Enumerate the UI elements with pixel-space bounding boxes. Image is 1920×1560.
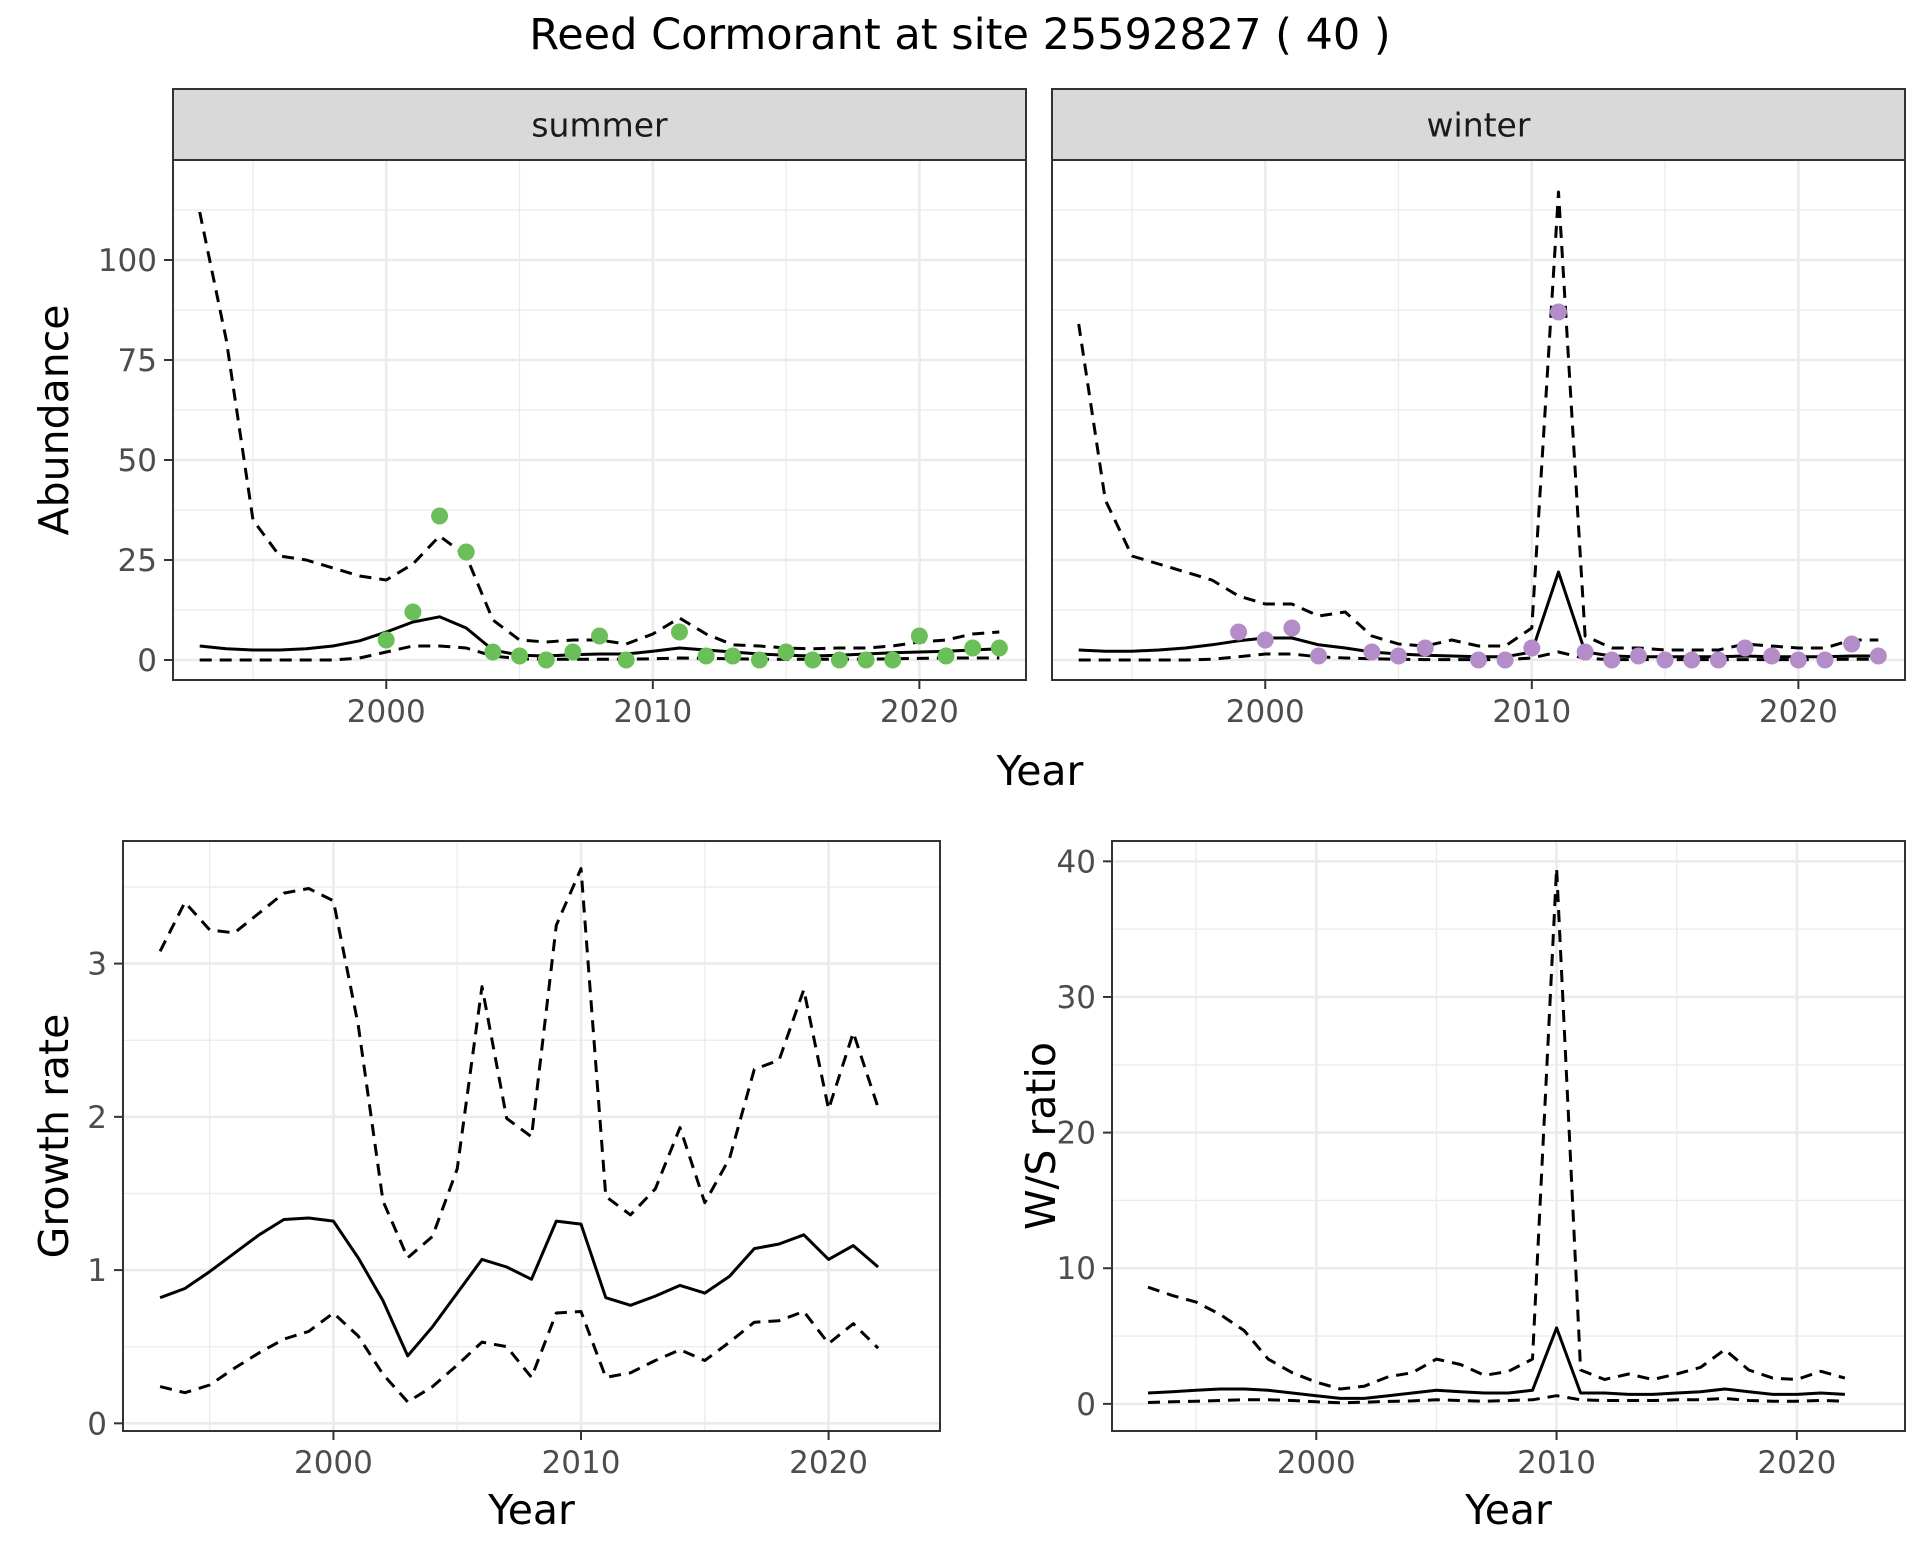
x-axis-title-ratio: Year [1464, 1486, 1552, 1534]
observed-point-summer [537, 651, 555, 669]
observed-point-summer [964, 639, 982, 657]
observed-point-winter [1709, 651, 1727, 669]
x-tick-label: 2010 [542, 1445, 621, 1481]
observed-point-summer [484, 643, 502, 661]
observed-point-summer [910, 627, 928, 645]
observed-point-summer [617, 651, 635, 669]
y-tick-label: 1 [87, 1253, 107, 1289]
observed-point-winter [1256, 631, 1274, 649]
observed-point-winter [1789, 651, 1807, 669]
observed-point-summer [830, 651, 848, 669]
observed-point-summer [431, 507, 449, 525]
facet-label-winter: winter [1427, 106, 1531, 145]
observed-point-winter [1283, 619, 1301, 637]
observed-point-summer [511, 647, 529, 665]
observed-point-summer [884, 651, 902, 669]
observed-point-winter [1763, 647, 1781, 665]
observed-point-winter [1523, 639, 1541, 657]
observed-point-winter [1390, 647, 1408, 665]
y-tick-label: 3 [87, 947, 107, 983]
facet-label-summer: summer [531, 106, 668, 145]
x-tick-label: 2000 [1277, 1445, 1356, 1481]
observed-point-winter [1310, 647, 1328, 665]
facet-strip-winter [1051, 88, 1906, 161]
observed-point-winter [1656, 651, 1674, 669]
observed-point-winter [1683, 651, 1701, 669]
y-tick-label: 2 [87, 1100, 107, 1136]
observed-point-winter [1470, 651, 1487, 669]
x-tick-label: 2010 [613, 694, 692, 730]
observed-point-winter [1603, 651, 1621, 669]
observed-point-summer [750, 651, 768, 669]
observed-point-summer [724, 647, 742, 665]
chart-title: Reed Cormorant at site 25592827 ( 40 ) [529, 10, 1390, 60]
mean-line-growth [159, 1216, 880, 1358]
observed-point-summer [990, 639, 1008, 657]
y-tick-label: 0 [137, 643, 157, 679]
observed-point-winter [1629, 647, 1647, 665]
upper-line-ratio [1147, 866, 1846, 1391]
observed-point-winter [1869, 647, 1887, 665]
observed-point-summer [591, 627, 608, 645]
y-tick-label: 40 [1057, 844, 1096, 880]
observed-point-winter [1843, 635, 1861, 653]
observed-point-summer [937, 647, 955, 665]
y-tick-label: 75 [118, 343, 157, 379]
y-axis-title-ratio: W/S ratio [1017, 1042, 1065, 1230]
observed-point-summer [404, 603, 422, 621]
y-tick-label: 0 [87, 1406, 107, 1442]
observed-point-winter [1496, 651, 1514, 669]
panel-border-ratio [1111, 840, 1906, 1432]
observed-point-winter [1416, 639, 1434, 657]
observed-point-summer [804, 651, 822, 669]
y-tick-label: 30 [1057, 980, 1096, 1016]
observed-point-summer [777, 643, 795, 661]
observed-point-summer [857, 651, 875, 669]
x-tick-label: 2020 [789, 1445, 868, 1481]
observed-point-winter [1816, 651, 1834, 669]
observed-point-summer [697, 647, 715, 665]
x-tick-label: 2000 [294, 1445, 373, 1481]
panel-winter: winter 2000 2010 2020 [1051, 88, 1906, 730]
y-tick-label: 0 [1076, 1387, 1096, 1423]
panel-border-growth [122, 840, 941, 1432]
upper-line-winter [1077, 190, 1879, 652]
y-axis-title-growth: Growth rate [30, 1014, 78, 1259]
observed-point-winter [1549, 303, 1567, 321]
summer-winter-shared-xlabel: Year [996, 747, 1084, 795]
x-tick-label: 2020 [880, 694, 959, 730]
x-tick-label: 2000 [347, 694, 426, 730]
observed-point-winter [1363, 643, 1381, 661]
y-tick-label: 50 [118, 443, 157, 479]
lower-line-ratio [1147, 1394, 1845, 1405]
x-tick-label: 2010 [1517, 1445, 1596, 1481]
observed-point-summer [457, 543, 475, 561]
y-tick-label: 100 [98, 243, 157, 279]
observed-point-summer [377, 631, 395, 649]
y-axis-title-summer: Abundance [30, 305, 78, 536]
x-tick-label: 2020 [1759, 694, 1838, 730]
x-tick-label: 2000 [1226, 694, 1305, 730]
panel-summer: summer 2000 2010 2020 0 25 50 75 100 Abundance [30, 88, 1027, 730]
y-tick-label: 25 [118, 543, 157, 579]
observed-point-winter [1230, 623, 1248, 641]
x-tick-label: 2020 [1757, 1445, 1836, 1481]
observed-point-winter [1736, 639, 1754, 657]
lower-line-growth [159, 1310, 880, 1404]
observed-point-winter [1576, 643, 1594, 661]
y-tick-label: 20 [1057, 1116, 1096, 1152]
y-tick-label: 10 [1057, 1251, 1096, 1287]
panel-ratio: 2000 2010 2020 0 10 20 30 40 W/S ratio Year [1017, 840, 1906, 1534]
observed-point-summer [564, 643, 582, 661]
mean-line-ratio [1147, 1326, 1845, 1400]
observed-point-summer [670, 623, 688, 641]
facet-strip-summer [172, 88, 1027, 161]
x-tick-label: 2010 [1492, 694, 1571, 730]
x-axis-title-growth: Year [487, 1486, 575, 1534]
